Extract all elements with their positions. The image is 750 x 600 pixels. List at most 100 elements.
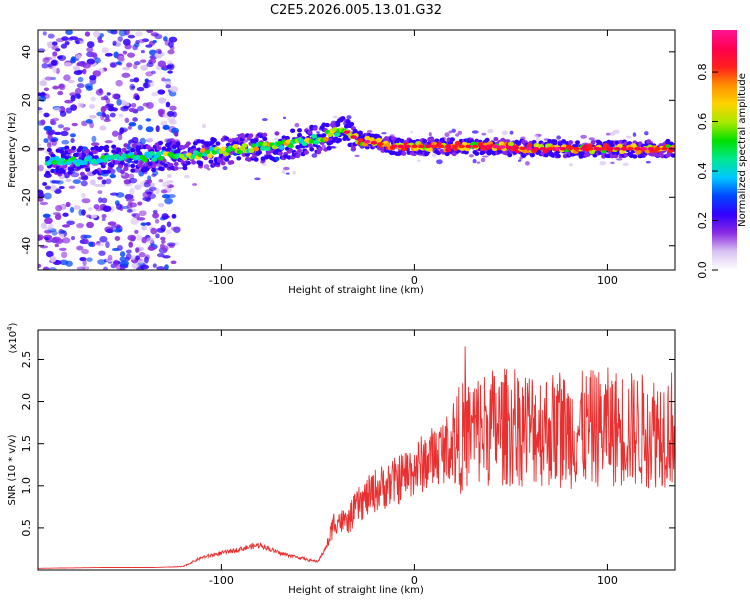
heatmap-cell <box>164 197 173 205</box>
heatmap-cell <box>253 146 260 152</box>
heatmap-cell <box>108 106 115 112</box>
snr-scale-label: (x104) <box>6 322 19 353</box>
heatmap-cell <box>119 251 126 258</box>
heatmap-cell <box>357 131 363 136</box>
heatmap-cell <box>86 41 95 48</box>
heatmap-cell <box>632 132 637 137</box>
heatmap-cell <box>169 119 177 125</box>
heatmap-cell <box>282 116 287 120</box>
heatmap-cell <box>345 119 351 124</box>
heatmap-cell <box>62 212 69 217</box>
heatmap-cell <box>145 118 152 122</box>
heatmap-cell <box>431 152 437 158</box>
heatmap-cell <box>451 144 459 149</box>
heatmap-cell <box>130 102 137 108</box>
heatmap-cell <box>155 233 160 239</box>
heatmap-cell <box>38 192 45 198</box>
heatmap-cell <box>118 30 127 37</box>
heatmap-cell <box>127 34 135 39</box>
heatmap-cell <box>159 166 165 172</box>
heatmap-cell <box>586 146 594 151</box>
heatmap-cell <box>555 153 561 159</box>
heatmap-cell <box>51 160 58 165</box>
heatmap-cell <box>99 236 108 243</box>
heatmap-cell <box>377 142 384 146</box>
heatmap-cell <box>166 146 172 151</box>
heatmap-cell <box>295 153 301 159</box>
heatmap-cell <box>203 155 209 161</box>
heatmap-cell <box>158 202 165 208</box>
heatmap-cell <box>343 130 351 134</box>
spectrogram-frame <box>37 29 676 271</box>
heatmap-cell <box>89 75 97 81</box>
heatmap-cell <box>132 143 138 148</box>
heatmap-cell <box>75 54 82 59</box>
heatmap-cell <box>141 236 148 244</box>
heatmap-cell <box>154 34 163 40</box>
heatmap-cell <box>64 155 70 161</box>
heatmap-cell <box>55 180 64 185</box>
heatmap-cell <box>109 192 119 196</box>
heatmap-cell <box>158 140 164 146</box>
heatmap-cell <box>88 241 94 247</box>
heatmap-cell <box>70 137 75 144</box>
heatmap-cell <box>166 180 174 184</box>
heatmap-cell <box>436 159 443 165</box>
heatmap-cell <box>152 263 157 268</box>
heatmap-cell <box>134 229 139 234</box>
heatmap-cell <box>155 125 160 133</box>
spectrogram-ytick-label: 20 <box>20 93 33 107</box>
heatmap-cell <box>276 140 283 146</box>
heatmap-cell <box>123 105 129 110</box>
heatmap-cell <box>64 99 74 104</box>
heatmap-cell <box>123 143 129 148</box>
heatmap-cell <box>42 31 47 36</box>
heatmap-cell <box>133 77 140 83</box>
heatmap-cell <box>128 241 134 248</box>
heatmap-cell <box>552 140 558 146</box>
heatmap-cell <box>331 127 338 132</box>
heatmap-cell <box>191 160 197 165</box>
heatmap-cell <box>292 170 296 175</box>
heatmap-cell <box>207 168 211 171</box>
heatmap-cell <box>75 40 80 45</box>
heatmap-cell <box>91 142 100 147</box>
colorbar: 0.0 0.2 0.4 0.6 0.8 Normalized spectral ampl… <box>696 30 748 279</box>
heatmap-cell <box>84 238 89 245</box>
heatmap-cell <box>363 139 371 144</box>
heatmap-cell <box>124 117 130 124</box>
heatmap-cell <box>158 113 164 117</box>
heatmap-cell <box>63 74 71 82</box>
heatmap-cell <box>155 151 162 157</box>
heatmap-cell <box>48 267 57 270</box>
snr-scale-base: (x10 <box>8 331 19 354</box>
heatmap-cell <box>448 130 453 134</box>
heatmap-cell <box>192 150 199 156</box>
heatmap-cell <box>127 201 133 206</box>
snr-xtick-label: 100 <box>597 574 618 587</box>
spectrogram-panel: -100 0 100 -40 -20 0 20 40 Height of straight l… <box>7 29 676 296</box>
heatmap-cell <box>141 225 147 231</box>
heatmap-cell <box>58 83 65 89</box>
heatmap-cell <box>38 164 44 172</box>
heatmap-cell <box>321 133 327 138</box>
heatmap-cell <box>86 155 93 161</box>
heatmap-cell <box>241 143 248 148</box>
heatmap-cell <box>526 143 533 149</box>
heatmap-cell <box>164 264 169 270</box>
heatmap-cell <box>307 129 313 135</box>
heatmap-cell <box>105 228 114 234</box>
heatmap-cell <box>102 105 110 111</box>
heatmap-cell <box>145 71 153 77</box>
colorbar-label: Normalized spectral amplitude <box>737 73 748 227</box>
heatmap-cell <box>71 122 78 127</box>
heatmap-cell <box>122 50 127 55</box>
heatmap-cell <box>130 147 136 153</box>
heatmap-cell <box>63 127 71 131</box>
heatmap-cell <box>337 137 343 143</box>
heatmap-cell <box>616 158 623 161</box>
heatmap-cell <box>605 132 611 136</box>
heatmap-cell <box>105 178 112 185</box>
heatmap-cell <box>135 147 141 153</box>
heatmap-cell <box>165 229 172 235</box>
